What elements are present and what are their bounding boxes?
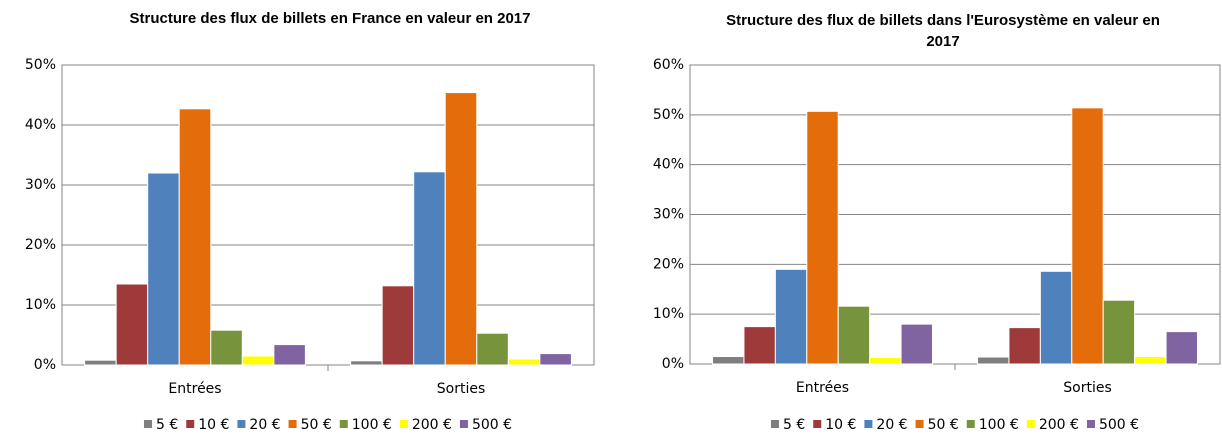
legend-swatch: [915, 420, 924, 428]
legend-swatch: [237, 420, 246, 428]
x-tick-label: Sorties: [1063, 380, 1112, 396]
legend-label: 50 €: [301, 417, 332, 433]
bar: [806, 110, 839, 365]
bar: [900, 323, 933, 365]
x-tick-label: Entrées: [168, 381, 221, 397]
legend-label: 100 €: [352, 417, 392, 433]
y-tick-label: 0%: [662, 356, 684, 372]
bar: [1165, 331, 1198, 365]
y-tick-label: 30%: [25, 177, 56, 193]
bar: [1039, 270, 1073, 365]
bar: [210, 329, 243, 366]
bar: [837, 305, 871, 365]
bar: [273, 344, 306, 366]
y-tick-label: 20%: [25, 237, 56, 253]
legend-label: 200 €: [412, 417, 452, 433]
y-tick-label: 50%: [25, 57, 56, 73]
legend-label: 200 €: [1039, 417, 1079, 433]
legend-label: 20 €: [249, 417, 280, 433]
y-tick-label: 10%: [653, 306, 684, 322]
y-tick-label: 10%: [25, 297, 56, 313]
legend-swatch: [1086, 420, 1095, 428]
legend-label: 5 €: [156, 417, 178, 433]
legend-swatch: [186, 420, 195, 428]
bar: [350, 360, 383, 366]
legend-swatch: [770, 420, 779, 428]
legend-label: 5 €: [783, 417, 805, 433]
legend-label: 20 €: [876, 417, 907, 433]
bar: [115, 283, 149, 366]
bar: [539, 353, 572, 366]
bar: [381, 285, 415, 366]
legend-swatch: [399, 420, 408, 428]
legend-swatch: [1026, 420, 1035, 428]
legend-swatch: [288, 420, 297, 428]
bar: [1102, 299, 1136, 365]
bar: [178, 108, 212, 366]
legend-swatch: [966, 420, 975, 428]
bar: [1134, 356, 1167, 365]
bar: [774, 268, 808, 365]
y-tick-label: 60%: [653, 57, 684, 73]
bar: [241, 355, 275, 366]
bar: [147, 172, 180, 366]
legend-swatch: [864, 420, 873, 428]
bar: [977, 356, 1010, 365]
y-tick-label: 40%: [25, 117, 56, 133]
bar: [507, 358, 541, 366]
x-tick-label: Entrées: [796, 380, 849, 396]
bar: [1071, 107, 1104, 365]
bar: [476, 332, 509, 366]
legend-swatch: [459, 420, 468, 428]
legend-label: 500 €: [472, 417, 512, 433]
x-tick-label: Sorties: [437, 381, 486, 397]
bar: [84, 359, 117, 366]
chart-title: Structure des flux de billets en France …: [129, 10, 531, 27]
y-tick-label: 30%: [653, 207, 684, 223]
legend-label: 10 €: [198, 417, 229, 433]
bar: [444, 92, 478, 366]
bar: [1008, 327, 1041, 365]
chart-title: Structure des flux de billets dans l'Eur…: [726, 12, 1160, 50]
legend-label: 50 €: [928, 417, 959, 433]
bar: [413, 171, 446, 366]
y-tick-label: 50%: [653, 107, 684, 123]
legend-swatch: [143, 420, 152, 428]
bar: [869, 357, 902, 365]
legend-swatch: [339, 420, 348, 428]
legend-swatch: [813, 420, 822, 428]
y-tick-label: 0%: [34, 357, 56, 373]
y-tick-label: 20%: [653, 256, 684, 272]
bar: [712, 356, 745, 365]
bar: [743, 326, 776, 365]
legend-label: 100 €: [979, 417, 1019, 433]
legend-label: 10 €: [825, 417, 856, 433]
legend-label: 500 €: [1099, 417, 1139, 433]
y-tick-label: 40%: [653, 157, 684, 173]
